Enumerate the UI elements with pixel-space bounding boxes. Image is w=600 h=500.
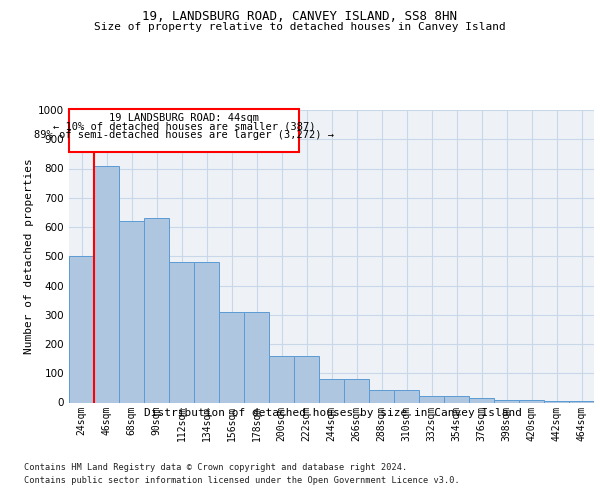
- Text: 19, LANDSBURG ROAD, CANVEY ISLAND, SS8 8HN: 19, LANDSBURG ROAD, CANVEY ISLAND, SS8 8…: [143, 10, 458, 23]
- Bar: [169, 262, 194, 402]
- Bar: [394, 390, 419, 402]
- Bar: [194, 262, 219, 402]
- Bar: [219, 312, 244, 402]
- Bar: [569, 401, 594, 402]
- Text: Contains public sector information licensed under the Open Government Licence v3: Contains public sector information licen…: [24, 476, 460, 485]
- Bar: [294, 356, 319, 403]
- Bar: [344, 379, 369, 402]
- Text: Contains HM Land Registry data © Crown copyright and database right 2024.: Contains HM Land Registry data © Crown c…: [24, 462, 407, 471]
- Text: 19 LANDSBURG ROAD: 44sqm: 19 LANDSBURG ROAD: 44sqm: [109, 113, 259, 123]
- Bar: [69, 256, 94, 402]
- Bar: [444, 396, 469, 402]
- Bar: [469, 398, 494, 402]
- Bar: [519, 400, 544, 402]
- Bar: [244, 312, 269, 402]
- Bar: [369, 390, 394, 402]
- Text: 89% of semi-detached houses are larger (3,272) →: 89% of semi-detached houses are larger (…: [34, 130, 334, 140]
- Text: ← 10% of detached houses are smaller (387): ← 10% of detached houses are smaller (38…: [53, 122, 315, 132]
- FancyBboxPatch shape: [69, 109, 299, 152]
- Bar: [419, 396, 444, 402]
- Text: Size of property relative to detached houses in Canvey Island: Size of property relative to detached ho…: [94, 22, 506, 32]
- Bar: [269, 356, 294, 403]
- Bar: [544, 401, 569, 402]
- Bar: [144, 218, 169, 402]
- Bar: [494, 400, 519, 402]
- Text: Distribution of detached houses by size in Canvey Island: Distribution of detached houses by size …: [144, 408, 522, 418]
- Bar: [119, 221, 144, 402]
- Y-axis label: Number of detached properties: Number of detached properties: [24, 158, 34, 354]
- Bar: [94, 166, 119, 402]
- Bar: [319, 379, 344, 402]
